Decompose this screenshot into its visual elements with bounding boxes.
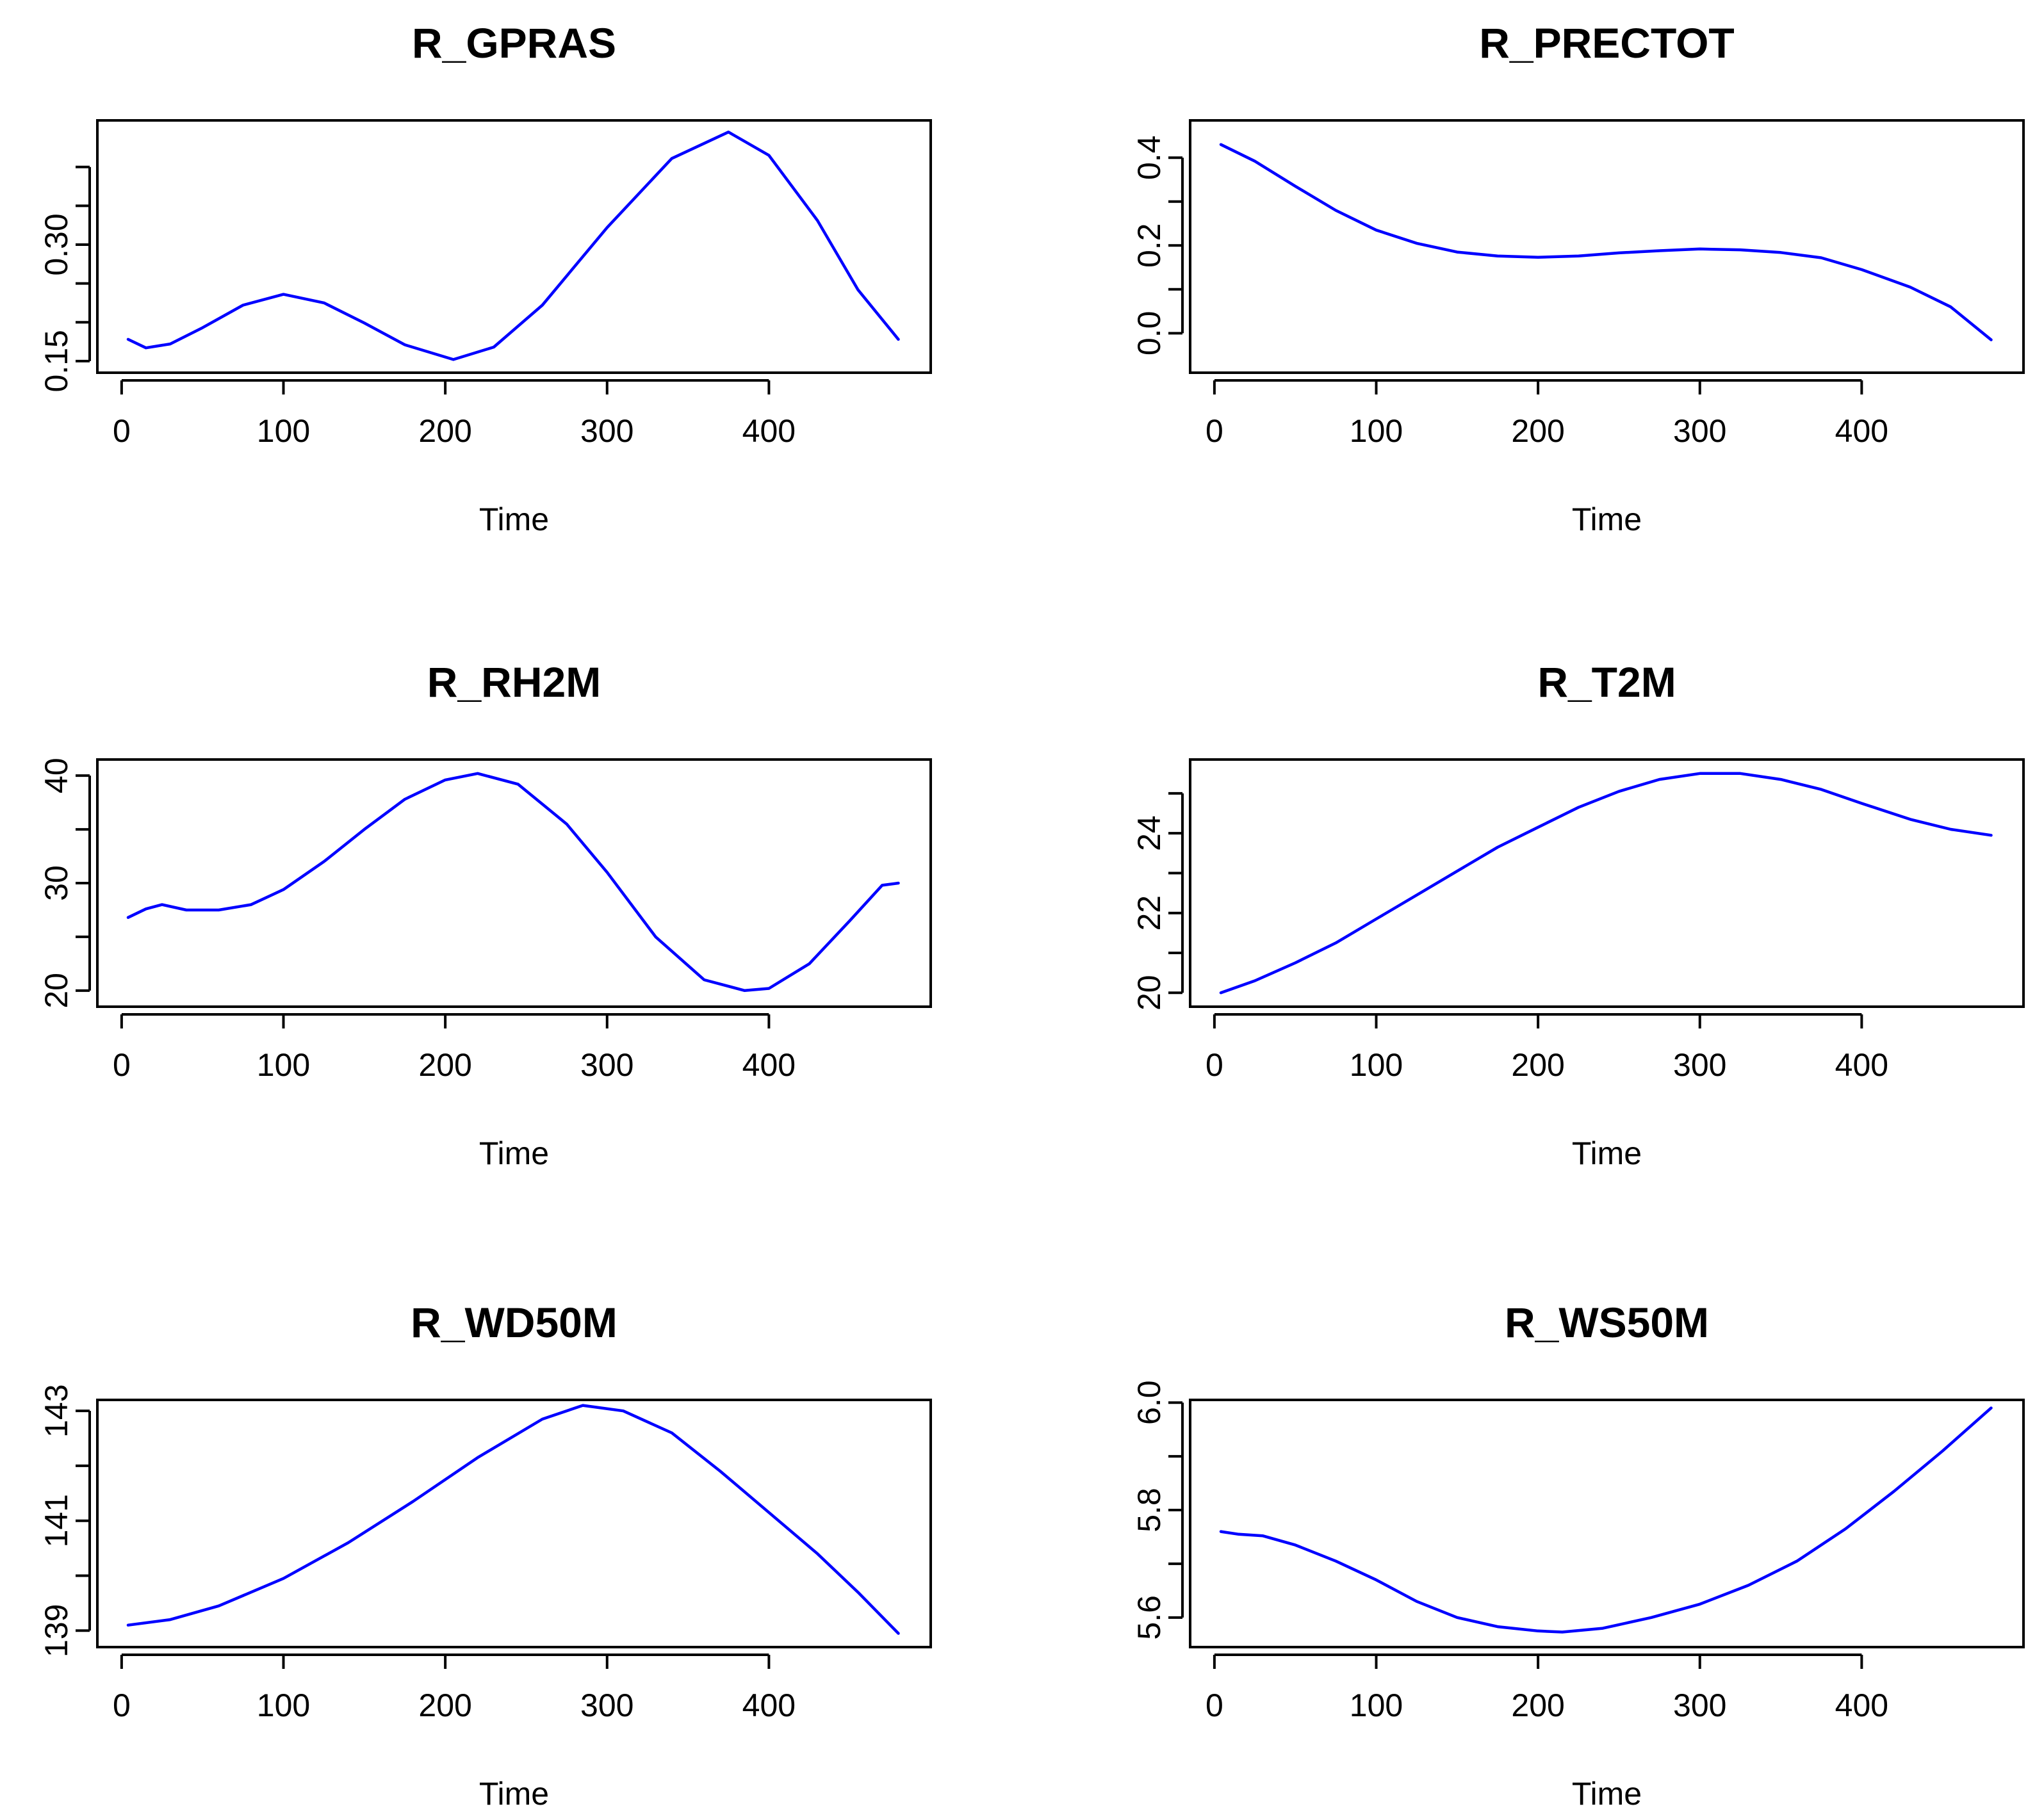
x-tick-label: 200 [418,1047,471,1083]
plot-frame [96,119,932,374]
series-line [126,772,900,993]
x-tick-label: 100 [257,413,310,449]
y-tick-label: 0.2 [1131,223,1167,268]
x-tick-label: 300 [580,1687,634,1723]
x-tick-label: 200 [1511,413,1564,449]
y-tick-label: 5.8 [1131,1488,1167,1532]
x-axis-label: Time [479,1776,549,1812]
x-tick-label: 300 [580,413,634,449]
x-tick-label: 0 [1206,413,1223,449]
y-tick-label: 0.0 [1131,311,1167,356]
panel-title: R_WD50M [411,1299,617,1346]
x-tick-label: 0 [1206,1687,1223,1723]
x-tick-label: 300 [1673,1047,1726,1083]
x-tick-label: 100 [1350,1687,1403,1723]
x-tick-label: 200 [418,1687,471,1723]
x-tick-label: 200 [1511,1687,1564,1723]
x-tick-label: 0 [113,1687,131,1723]
x-tick-label: 400 [742,413,796,449]
panel-title: R_PRECTOT [1479,19,1735,67]
x-axis-label: Time [1572,1135,1642,1171]
x-tick-label: 0 [113,1047,131,1083]
x-tick-label: 100 [1350,413,1403,449]
series-line [126,130,900,361]
x-tick-label: 400 [1835,1047,1888,1083]
x-tick-label: 300 [580,1047,634,1083]
x-tick-label: 400 [1835,1687,1888,1723]
y-tick-label: 143 [38,1384,74,1437]
y-tick-label: 5.6 [1131,1595,1167,1640]
x-tick-label: 100 [1350,1047,1403,1083]
series-line [126,1404,900,1635]
y-tick-label: 0.4 [1131,135,1167,180]
series-line [1219,772,1993,995]
plot-frame [96,1399,932,1648]
panel-r-wd50m: R_WD50M 0 100 200 300 400 Time 139 141 143 [38,1299,932,1812]
panel-title: R_WS50M [1505,1299,1709,1346]
panel-r-ws50m: R_WS50M 0 100 200 300 400 Time 5.6 5.8 6.0 [1131,1299,2025,1812]
y-tick-label: 40 [38,758,74,793]
plot-frame [96,758,932,1008]
y-tick-label: 139 [38,1604,74,1657]
y-tick-label: 20 [1131,975,1167,1011]
x-tick-label: 100 [257,1687,310,1723]
panel-r-prectot: R_PRECTOT 0 100 200 300 400 Time 0.0 0.2 0.4 [1131,19,2025,537]
y-tick-label: 0.30 [38,213,74,275]
y-tick-label: 6.0 [1131,1380,1167,1425]
x-axis-label: Time [479,1135,549,1171]
panel-title: R_GPRAS [412,19,616,67]
y-tick-label: 20 [38,973,74,1009]
x-tick-label: 300 [1673,1687,1726,1723]
y-tick-label: 141 [38,1494,74,1547]
x-axis-label: Time [1572,1776,1642,1812]
y-tick-label: 30 [38,865,74,901]
panel-r-t2m: R_T2M 0 100 200 300 400 Time 20 22 24 [1131,658,2025,1171]
x-axis-label: Time [479,501,549,537]
x-axis-label: Time [1572,501,1642,537]
x-tick-label: 100 [257,1047,310,1083]
x-tick-label: 200 [418,413,471,449]
series-line [1219,143,1993,341]
x-tick-label: 200 [1511,1047,1564,1083]
x-tick-label: 400 [1835,413,1888,449]
x-tick-label: 0 [113,413,131,449]
panel-title: R_T2M [1537,658,1676,706]
panel-r-rh2m: R_RH2M 0 100 200 300 400 Time 20 30 40 [38,658,932,1171]
x-tick-label: 400 [742,1047,796,1083]
x-tick-label: 400 [742,1687,796,1723]
plot-frame [1189,1399,2025,1648]
plot-frame [1189,119,2025,374]
x-tick-label: 0 [1206,1047,1223,1083]
plot-frame [1189,758,2025,1008]
y-tick-label: 22 [1131,895,1167,931]
y-tick-label: 0.15 [38,330,74,392]
series-line [1219,1406,1993,1634]
y-tick-label: 24 [1131,815,1167,851]
panel-r-gpras: R_GPRAS 0 100 200 300 400 Time 0.15 0.30 [38,19,932,537]
x-tick-label: 300 [1673,413,1726,449]
panel-title: R_RH2M [427,658,601,706]
